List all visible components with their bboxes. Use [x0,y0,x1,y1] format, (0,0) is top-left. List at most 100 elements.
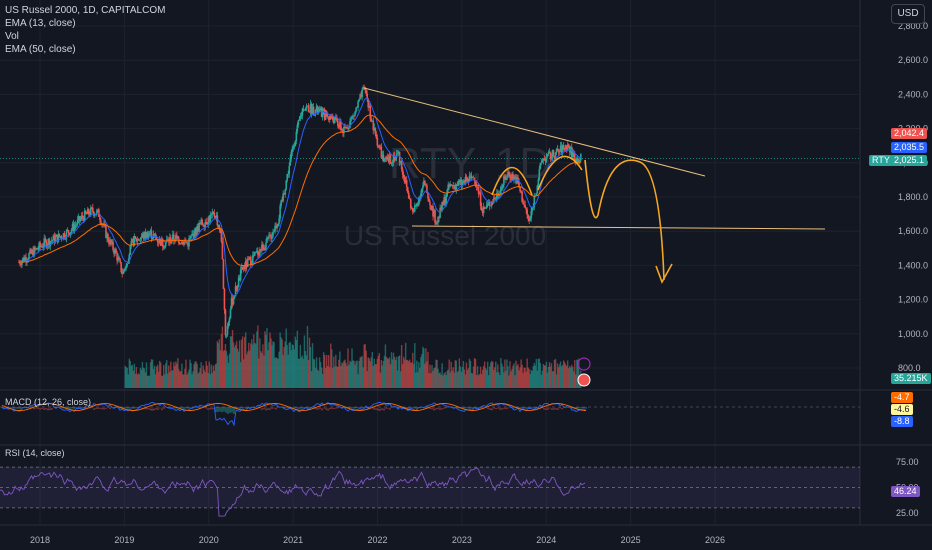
volume-bar [533,362,535,388]
candle-body [141,234,144,237]
macd-histogram-bar [317,408,319,410]
macd-histogram-bar [3,407,5,408]
volume-bar [221,326,224,388]
time-axis[interactable]: 2018 2019 2020 2021 2022 2023 2024 2025 2026 [30,535,725,545]
volume-bar [348,364,350,388]
candle-body [401,169,404,175]
candle-body [410,207,413,209]
volume-bar [537,358,540,388]
macd-histogram-bar [47,408,49,411]
symbol-title[interactable]: US Russel 2000, 1D, CAPITALCOM [5,5,166,16]
volume-bar [429,364,431,388]
price-axis[interactable]: 2,800.02,600.02,400.02,200.02,000.01,800… [898,21,928,373]
candle-body [413,205,416,212]
candle-body [278,218,280,224]
volume-bar [162,365,165,388]
time-tick-label: 2022 [367,535,387,545]
candle-body [283,193,285,195]
candle-body [509,173,511,178]
volume-bar [283,346,285,388]
candle-body [388,155,391,162]
candle-body [357,101,359,108]
volume-bar [158,360,161,388]
macd-histogram-bar [477,407,479,408]
volume-bar [529,373,531,388]
macd-histogram-bar [561,407,563,410]
macd-legend[interactable]: MACD (12, 26, close) [5,397,92,407]
volume-bar [546,372,549,388]
candle-body [139,238,142,240]
currency-button[interactable]: USD [891,4,925,24]
volume-bar [255,343,257,388]
candle-body [382,154,385,162]
volume-bar [368,358,370,388]
volume-bar [222,351,225,388]
rsi-tick-label: 25.00 [896,508,919,518]
candle-body [187,242,189,247]
candle-body [494,198,497,200]
candle-body [43,238,46,247]
candle-body [76,219,79,225]
volume-bar [451,370,453,388]
candle-body [114,249,116,254]
volume-bar [365,350,367,388]
candle-body [241,267,244,270]
ema50-line [18,114,582,267]
candle-body [447,184,450,190]
volume-bar [570,367,572,388]
candle-body [472,177,475,179]
macd-histogram-bar [83,407,85,408]
macd-histogram-bar [415,407,417,409]
volume-bar [189,359,191,388]
macd-histogram-bar [519,407,521,409]
candle-body [55,234,58,238]
candle-body [38,242,40,249]
candle-body [169,237,172,244]
candle-body [512,173,514,180]
candle-body [441,201,443,211]
candle-body [99,216,101,221]
price-tick-label: 800.0 [898,363,921,373]
volume-bar [433,368,435,388]
candle-body [399,161,402,163]
candle-body [304,108,307,110]
candle-body [54,237,57,243]
volume-bar [440,374,442,388]
volume-bar [329,367,331,388]
volume-bar [562,360,565,388]
candle-body [85,213,88,215]
macd-histogram-bar [463,407,465,410]
ema50-legend[interactable]: EMA (50, close) [5,44,76,55]
candle-body [239,269,242,281]
candle-body [109,239,111,245]
candle-body [140,236,143,239]
candle-body [58,233,61,237]
trend-drawings[interactable] [363,87,826,387]
volume-bar [395,356,398,388]
candle-body [222,259,225,289]
candle-body [154,233,157,237]
price-tick-label: 1,200.0 [898,295,928,305]
volume-bar [169,371,171,388]
candle-body [301,108,304,116]
candle-body [432,205,434,217]
candle-body [321,110,324,118]
volume-bar [463,369,466,388]
ema13-legend[interactable]: EMA (13, close) [5,18,76,29]
volume-legend[interactable]: Vol [5,31,19,42]
volume-bar [372,365,374,388]
volume-value-tag: 35.215K [891,373,931,384]
candle-body [463,180,466,183]
candle-body [261,244,263,251]
candle-body [558,150,561,153]
volume-bar [525,371,527,388]
volume-bar [328,355,330,388]
volume-bar [229,336,232,388]
volume-bar [179,371,181,388]
volume-bar [311,343,314,388]
rsi-legend[interactable]: RSI (14, close) [5,448,65,458]
candle-body [264,248,266,250]
candle-body [355,108,357,112]
macd-line [1,401,587,427]
